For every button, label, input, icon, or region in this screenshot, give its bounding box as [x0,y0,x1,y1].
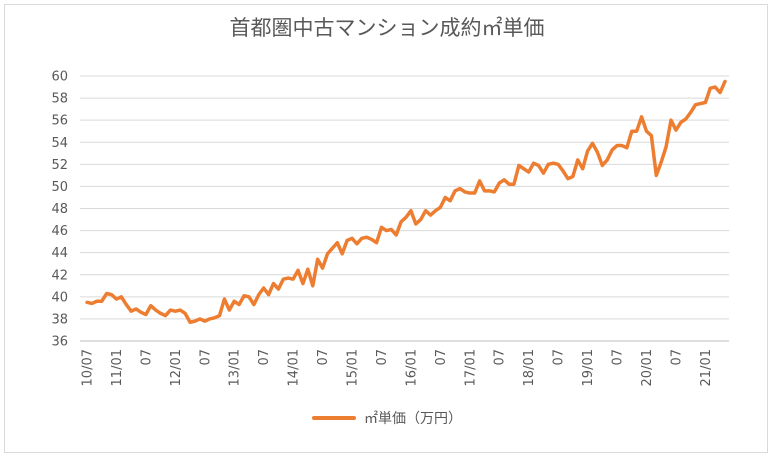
x-tick-label: 15/01 [346,349,361,386]
x-tick-label: 07 [198,349,213,366]
x-tick-label: 07 [552,349,567,366]
y-tick-label: 56 [51,114,68,129]
y-tick-label: 48 [51,202,68,217]
x-tick-label: 21/01 [699,349,714,386]
x-tick-label: 11/01 [110,349,125,386]
chart-title: 首都圏中古マンション成約㎡単価 [229,16,545,40]
x-tick-label: 07 [434,349,449,366]
y-tick-label: 52 [51,158,68,173]
x-tick-label: 07 [375,349,390,366]
y-tick-label: 54 [51,136,68,151]
x-tick-label: 19/01 [581,349,596,386]
x-tick-label: 18/01 [522,349,537,386]
legend: ㎡単価（万円） [0,408,774,428]
x-tick-label: 07 [669,349,684,366]
x-tick-label: 14/01 [287,349,302,386]
y-tick-label: 42 [51,268,68,283]
y-tick-label: 60 [51,70,68,85]
x-tick-label: 12/01 [169,349,184,386]
x-tick-label: 07 [257,349,272,366]
y-tick-label: 50 [51,180,68,195]
x-tick-label: 10/07 [81,349,96,386]
y-tick-label: 40 [51,290,68,305]
y-tick-label: 38 [51,312,68,327]
y-tick-label: 44 [51,246,68,261]
x-tick-label: 17/01 [463,349,478,386]
y-tick-label: 36 [51,335,68,350]
x-tick-label: 07 [493,349,508,366]
y-tick-label: 46 [51,224,68,239]
x-tick-label: 13/01 [228,349,243,386]
x-tick-label: 07 [611,349,626,366]
legend-swatch [312,416,356,420]
x-tick-label: 07 [316,349,331,366]
legend-label: ㎡単価（万円） [364,411,462,427]
x-tick-label: 20/01 [640,349,655,386]
x-tick-label: 07 [139,349,154,366]
series-line [85,79,727,324]
y-tick-label: 58 [51,92,68,107]
x-tick-label: 16/01 [404,349,419,386]
